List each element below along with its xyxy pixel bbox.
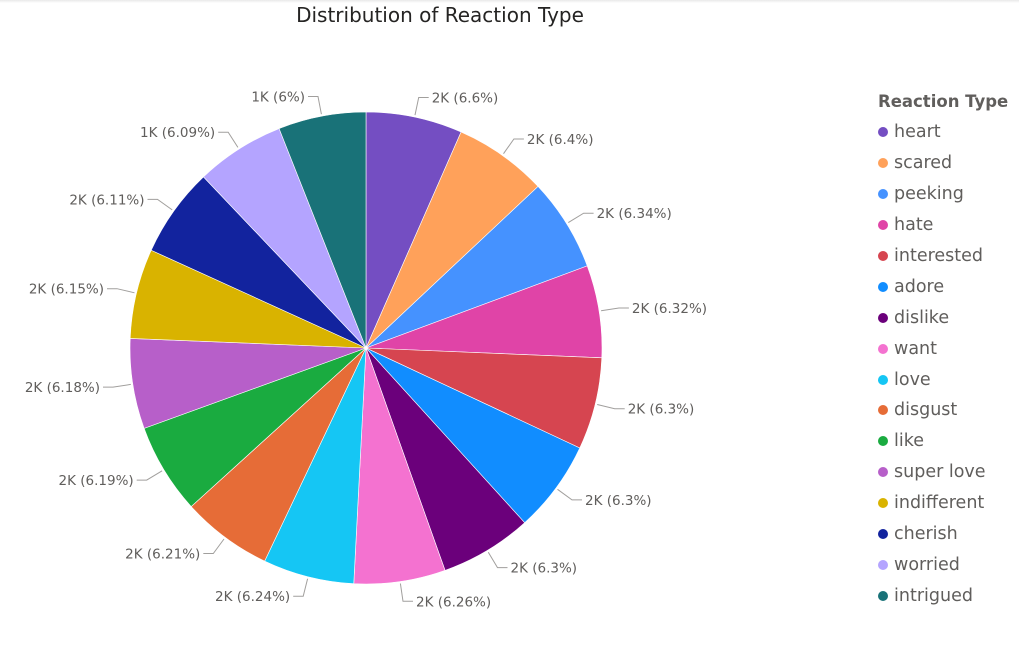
leader-line-hate xyxy=(601,307,629,312)
data-label-worried: 1K (6.09%) xyxy=(140,125,215,141)
data-label-indifferent: 2K (6.15%) xyxy=(29,282,104,298)
legend-marker-icon xyxy=(878,467,888,478)
data-label-super-love: 2K (6.18%) xyxy=(25,380,100,396)
pie-chart[interactable]: 2K (6.6%) 2K (6.4%) 2K (6.34%) 2K (6.32%) 2K… xyxy=(0,0,880,663)
leader-line-indifferent xyxy=(107,288,135,294)
pie-slices xyxy=(129,111,603,585)
data-label-hate: 2K (6.32%) xyxy=(632,301,707,317)
legend-marker-icon xyxy=(878,158,888,169)
leader-line-want xyxy=(399,583,413,602)
legend-item-adore[interactable]: adore xyxy=(878,271,1008,302)
legend: Reaction Type heart scared peeking hate inte… xyxy=(878,92,1008,611)
legend-marker-icon xyxy=(878,590,888,601)
leader-line-disgust xyxy=(203,538,225,554)
data-label-cherish: 2K (6.11%) xyxy=(69,192,144,208)
leader-line-dislike xyxy=(487,551,508,569)
legend-marker-icon xyxy=(878,529,888,540)
legend-marker-icon xyxy=(878,312,888,323)
legend-marker-icon xyxy=(878,343,888,354)
legend-marker-icon xyxy=(878,559,888,570)
legend-label: dislike xyxy=(894,307,950,328)
legend-item-hate[interactable]: hate xyxy=(878,210,1008,241)
legend-marker-icon xyxy=(878,251,888,261)
data-label-peeking: 2K (6.34%) xyxy=(597,206,672,222)
leader-line-intrigued xyxy=(308,96,322,115)
data-label-love: 2K (6.24%) xyxy=(215,589,290,605)
legend-label: scared xyxy=(894,153,953,174)
chart-title: Distribution of Reaction Type xyxy=(296,3,584,27)
legend-item-worried[interactable]: worried xyxy=(878,549,1008,580)
legend-item-love[interactable]: love xyxy=(878,364,1008,395)
legend-item-super-love[interactable]: super love xyxy=(878,457,1008,488)
legend-label: super love xyxy=(894,462,986,483)
legend-marker-icon xyxy=(878,374,888,385)
legend-title: Reaction Type xyxy=(878,92,1009,111)
legend-item-interested[interactable]: interested xyxy=(878,241,1008,272)
leader-line-scared xyxy=(503,138,524,154)
leader-line-love xyxy=(293,578,309,597)
legend-marker-icon xyxy=(878,436,888,447)
legend-item-heart[interactable]: heart xyxy=(878,117,1008,148)
leader-line-heart xyxy=(414,97,429,116)
legend-label: love xyxy=(894,369,931,390)
data-label-want: 2K (6.26%) xyxy=(416,594,491,610)
legend-label: intrigued xyxy=(894,585,973,606)
legend-item-like[interactable]: like xyxy=(878,426,1008,457)
legend-label: heart xyxy=(894,122,941,143)
legend-marker-icon xyxy=(878,281,888,292)
legend-item-intrigued[interactable]: intrigued xyxy=(878,580,1008,611)
pie-slice-intrigued[interactable] xyxy=(278,111,367,349)
legend-label: hate xyxy=(894,215,934,236)
legend-label: adore xyxy=(894,276,945,297)
legend-marker-icon xyxy=(878,405,888,416)
data-label-scared: 2K (6.4%) xyxy=(527,132,594,148)
legend-marker-icon xyxy=(878,498,888,509)
data-label-like: 2K (6.19%) xyxy=(59,473,134,489)
legend-label: like xyxy=(894,431,925,452)
data-label-heart: 2K (6.6%) xyxy=(432,91,499,107)
visual-top-edge xyxy=(0,0,1019,3)
data-label-adore: 2K (6.3%) xyxy=(585,493,652,509)
legend-items: heart scared peeking hate interested adore dis… xyxy=(878,117,1008,611)
leader-line-cherish xyxy=(147,198,173,211)
legend-item-indifferent[interactable]: indifferent xyxy=(878,488,1008,519)
legend-label: disgust xyxy=(894,400,958,421)
legend-marker-icon xyxy=(878,189,888,200)
legend-item-disgust[interactable]: disgust xyxy=(878,395,1008,426)
legend-label: peeking xyxy=(894,184,964,205)
data-label-dislike: 2K (6.3%) xyxy=(511,561,578,577)
legend-item-peeking[interactable]: peeking xyxy=(878,179,1008,210)
legend-label: worried xyxy=(894,554,960,575)
leader-line-interested xyxy=(597,404,625,410)
leader-line-adore xyxy=(557,488,582,501)
legend-item-dislike[interactable]: dislike xyxy=(878,302,1008,333)
legend-item-cherish[interactable]: cherish xyxy=(878,519,1008,550)
legend-label: want xyxy=(894,338,937,359)
leader-line-like xyxy=(136,470,163,481)
data-label-intrigued: 1K (6%) xyxy=(251,90,305,106)
legend-label: indifferent xyxy=(894,493,985,514)
data-label-disgust: 2K (6.21%) xyxy=(125,547,200,563)
legend-label: cherish xyxy=(894,524,958,545)
legend-label: interested xyxy=(894,246,984,266)
legend-item-scared[interactable]: scared xyxy=(878,148,1008,179)
leader-line-worried xyxy=(218,131,239,148)
data-labels: 2K (6.6%) 2K (6.4%) 2K (6.34%) 2K (6.32%) 2K… xyxy=(25,90,707,611)
leader-line-super-love xyxy=(103,383,131,388)
legend-item-want[interactable]: want xyxy=(878,333,1008,364)
data-label-interested: 2K (6.3%) xyxy=(628,402,695,418)
legend-marker-icon xyxy=(878,127,888,138)
legend-marker-icon xyxy=(878,220,888,231)
leader-lines xyxy=(103,96,629,602)
leader-line-peeking xyxy=(568,212,594,224)
